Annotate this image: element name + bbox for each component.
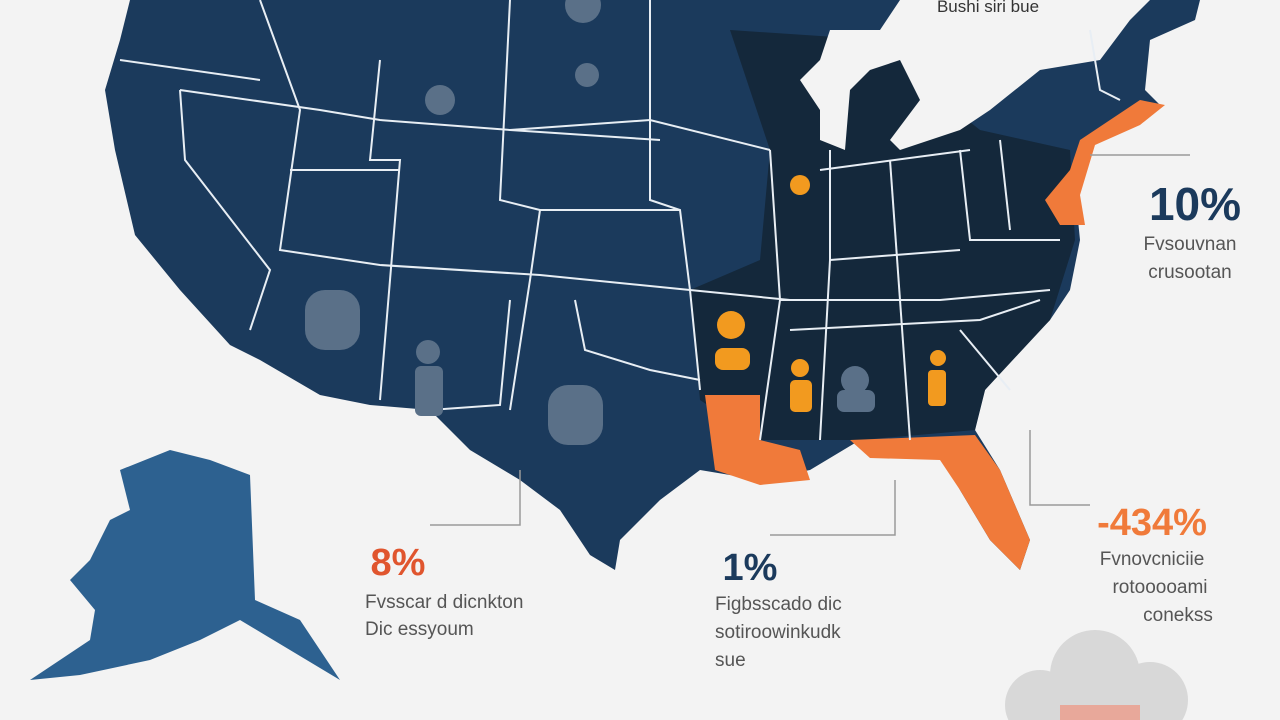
callout-caption: conekss xyxy=(1143,605,1213,626)
callout-caption: sotiroowinkudk xyxy=(715,622,841,643)
callout-caption: Fvnovcniciie xyxy=(1100,549,1205,570)
alaska xyxy=(30,450,340,680)
callout-caption: Fvsouvnan xyxy=(1144,234,1237,255)
icons xyxy=(715,175,946,412)
great-lakes xyxy=(760,0,1150,150)
callout-caption: rotooooami xyxy=(1112,577,1207,598)
callout-caption: Dic essyoum xyxy=(365,619,474,640)
callout: 8% Fvsscar d dicnkton Dic essyoum xyxy=(365,542,523,640)
map xyxy=(30,0,1200,680)
callout: -434% Fvnovcniciie rotooooami conekss xyxy=(1097,502,1213,626)
florida xyxy=(850,435,1030,570)
callout-caption: sue xyxy=(715,650,746,671)
icons-gray xyxy=(305,0,875,445)
callout-caption: crusootan xyxy=(1148,262,1231,283)
louisiana xyxy=(705,395,810,485)
eastern-states xyxy=(690,30,1075,440)
leader-lines xyxy=(430,154,1190,536)
callout: 1% Figbsscado dic sotiroowinkudk sue xyxy=(715,547,842,671)
callout-caption: Figbsscado dic xyxy=(715,594,842,615)
callout-value: 10% xyxy=(1149,178,1241,230)
callout-value: 1% xyxy=(723,547,778,589)
header-title: Bushi siri bue xyxy=(937,0,1039,16)
state-borders xyxy=(119,0,1121,441)
callout: 10% Fvsouvnan crusootan xyxy=(1144,178,1242,283)
northeast-coast xyxy=(1045,100,1165,225)
callout-value: -434% xyxy=(1097,502,1207,544)
callout-caption: Fvsscar d dicnkton xyxy=(365,592,523,613)
callout-value: 8% xyxy=(371,542,426,584)
decorative-cloud xyxy=(1005,630,1188,720)
